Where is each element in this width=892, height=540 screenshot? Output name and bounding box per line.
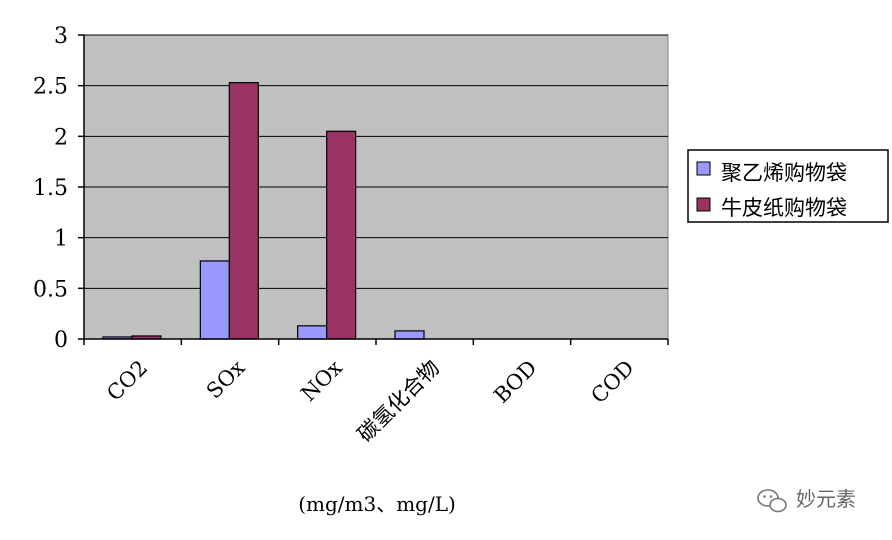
watermark: 妙元素 <box>757 487 856 513</box>
category-labels: CO2 SOx NOx 碳氢化合物 BOD COD <box>102 355 639 446</box>
bar-2-SOx <box>228 82 259 340</box>
y-tick-label: 2.5 <box>33 75 68 100</box>
x-tick-label: BOD <box>489 356 541 408</box>
x-tick-label: SOx <box>202 355 250 403</box>
bar-1-NOx <box>297 325 328 340</box>
y-tick-label: 0 <box>54 328 68 353</box>
x-ticks <box>83 339 669 345</box>
y-tick-label: 1.5 <box>33 176 68 201</box>
gridlines <box>84 34 668 289</box>
legend-swatch-series-2 <box>696 197 711 212</box>
y-tick-label: 1 <box>54 227 68 252</box>
x-tick-label: COD <box>586 356 638 408</box>
bar-1-SOx <box>199 260 230 340</box>
legend: 聚乙烯购物袋 牛皮纸购物袋 <box>687 149 889 223</box>
bar-1-碳氢化合物 <box>394 330 425 340</box>
bars <box>102 82 425 340</box>
legend-swatch-series-1 <box>696 161 711 176</box>
y-tick-label: 3 <box>54 24 68 49</box>
y-tick-label: 2 <box>54 125 68 150</box>
x-axis-title: (mg/m3、mg/L) <box>298 492 456 516</box>
legend-label-series-2: 牛皮纸购物袋 <box>721 196 847 220</box>
legend-box <box>687 149 889 223</box>
legend-label-series-1: 聚乙烯购物袋 <box>721 161 847 185</box>
y-ticks: 0 0.5 1 1.5 2 2.5 3 <box>33 24 84 353</box>
wechat-icon <box>757 489 787 513</box>
bar-2-NOx <box>326 130 357 340</box>
x-tick-label: NOx <box>296 355 347 406</box>
x-tick-label: 碳氢化合物 <box>353 356 444 447</box>
x-tick-label: CO2 <box>102 356 152 406</box>
watermark-text: 妙元素 <box>796 487 856 511</box>
y-tick-label: 0.5 <box>33 277 68 302</box>
